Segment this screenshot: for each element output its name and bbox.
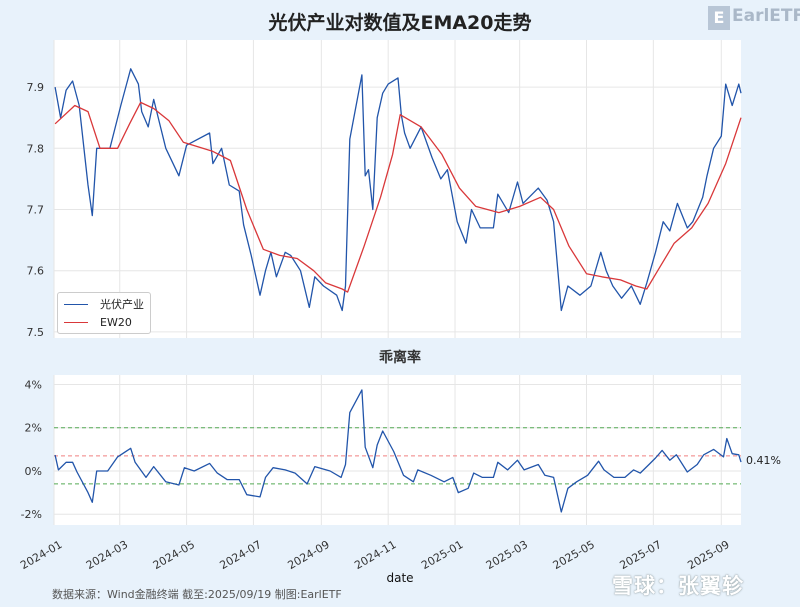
top-y-ticks: 7.5 7.6 7.7 7.8 7.9 [27, 81, 45, 339]
y-tick-label: 0% [25, 465, 42, 478]
last-value-label: 0.41% [746, 454, 781, 467]
x-tick-label: 2024-11 [352, 538, 398, 572]
y-tick-label: 4% [25, 379, 42, 392]
x-ticks: 2024-01 2024-03 2024-05 2024-07 2024-09 2024-… [18, 538, 732, 572]
bottom-plot-area [54, 375, 741, 525]
reference-lines [54, 427, 741, 485]
xueqiu-watermark: 雪球：张翼轸 [612, 574, 744, 598]
x-tick-label: 2024-07 [218, 538, 264, 572]
source-footer: 数据来源：Wind金融终端 截至:2025/09/19 制图:EarlETF [52, 588, 342, 601]
x-tick-label: 2024-03 [84, 538, 130, 572]
series-lines [54, 68, 742, 513]
logo-text: EarlETF [732, 6, 800, 26]
x-tick-label: 2025-03 [484, 538, 530, 572]
x-tick-label: 2025-05 [551, 538, 597, 572]
x-tick-label: 2025-09 [685, 538, 731, 572]
top-plot-area [54, 40, 741, 338]
deviation-chart-title: 乖离率 [379, 350, 421, 366]
legend-label-ema: EW20 [100, 315, 132, 329]
y-tick-label: 7.7 [27, 203, 45, 216]
y-tick-label: 7.8 [27, 142, 45, 155]
earletf-logo: E EarlETF [708, 6, 800, 32]
chart-title: 光伏产业对数值及EMA20走势 [268, 12, 532, 34]
legend-item-ema: EW20 [64, 314, 132, 330]
x-tick-label: 2024-09 [285, 538, 331, 572]
x-tick-label: 2024-05 [151, 538, 197, 572]
y-tick-label: 2% [25, 422, 42, 435]
x-tick-label: 2024-01 [18, 538, 64, 572]
legend-line-ema-icon [64, 321, 88, 323]
x-axis-label: date [386, 571, 414, 585]
y-tick-label: 7.9 [27, 81, 45, 94]
deviation-line [54, 389, 742, 513]
legend-label-price: 光伏产业 [100, 298, 144, 311]
legend-line-price-icon [64, 303, 88, 305]
y-tick-label: 7.5 [27, 326, 45, 339]
y-tick-label: 7.6 [27, 265, 45, 278]
bottom-y-ticks: -2% 0% 2% 4% [21, 379, 42, 522]
logo-mark-icon: E [708, 6, 730, 30]
x-tick-label: 2025-07 [617, 538, 663, 572]
price-line [54, 68, 742, 312]
x-tick-label: 2025-01 [419, 538, 465, 572]
y-tick-label: -2% [21, 508, 42, 521]
legend-item-price: 光伏产业 [64, 296, 144, 312]
ema20-line [54, 101, 742, 293]
legend: 光伏产业 EW20 [57, 292, 151, 334]
